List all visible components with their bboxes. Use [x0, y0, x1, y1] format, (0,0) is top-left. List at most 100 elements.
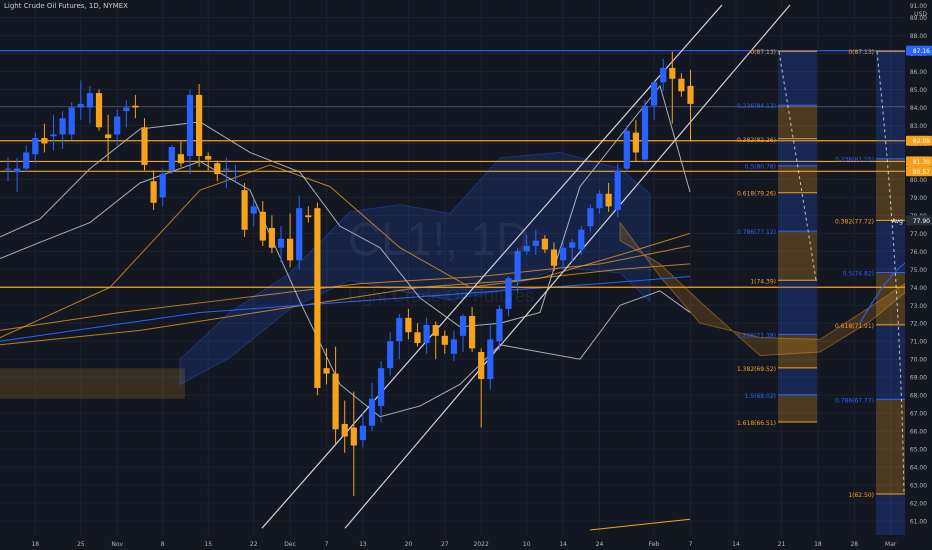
y-tick-label: 63.00 — [910, 483, 927, 490]
candle — [414, 323, 421, 347]
projection-path-left — [778, 51, 817, 281]
candle — [287, 213, 294, 268]
candle-body — [4, 168, 12, 170]
candle-body — [123, 107, 130, 112]
candle-body — [678, 78, 685, 92]
candle-body — [368, 398, 376, 426]
candle-body — [232, 170, 239, 172]
y-tick-label: 66.00 — [910, 429, 927, 436]
fib-zone-right — [876, 220, 906, 273]
candle — [168, 145, 175, 175]
candle — [496, 305, 503, 351]
x-tick-label: 7 — [689, 541, 693, 548]
candle-body — [277, 238, 285, 248]
candle-body — [414, 332, 421, 344]
candle — [687, 69, 694, 142]
candle — [114, 109, 121, 146]
fib-zone-left — [778, 192, 817, 232]
candle — [68, 102, 75, 140]
candle-body — [514, 251, 521, 281]
fib-zone-right-extension — [876, 494, 906, 535]
fib-label-left: 1.5(68.02) — [745, 393, 776, 400]
fib-label-left: 0.5(80.76) — [745, 164, 776, 171]
candle — [268, 215, 275, 254]
y-tick-label: 73.00 — [910, 303, 927, 310]
candle — [196, 84, 203, 167]
candle-body — [114, 116, 121, 135]
candle — [368, 382, 376, 432]
candle-body — [314, 208, 321, 388]
fib-label-left: 0.382(82.26) — [737, 137, 776, 144]
candle — [250, 199, 257, 227]
candle — [232, 165, 239, 183]
x-tick-label: 14 — [732, 541, 740, 548]
candle-body — [632, 132, 639, 153]
candle-body — [332, 373, 339, 430]
candle — [478, 348, 485, 428]
price-axis-background — [905, 0, 932, 550]
candle-body — [641, 105, 649, 160]
candle — [569, 238, 576, 263]
candle-body — [587, 208, 594, 227]
x-tick-label: Dec — [284, 541, 296, 548]
candle-body — [105, 134, 112, 139]
x-tick-label: 13 — [359, 541, 367, 548]
fib-zone-left — [778, 231, 817, 281]
y-tick-label: 80.00 — [910, 177, 927, 184]
candle-body — [623, 130, 630, 169]
y-tick-label: 79.00 — [910, 195, 927, 202]
candle-body — [296, 208, 303, 261]
candle-body — [578, 229, 585, 250]
candle — [378, 360, 385, 423]
candle-body — [196, 94, 203, 157]
candle — [541, 235, 548, 254]
candle — [423, 317, 430, 354]
price-tag — [906, 215, 932, 226]
y-tick-label: 86.00 — [910, 69, 927, 76]
chart-title: Light Crude Oil Futures, 1D, NYMEX — [4, 2, 128, 10]
candle — [332, 346, 339, 444]
moving-average-line — [0, 245, 691, 331]
candle — [405, 308, 412, 340]
candle-body — [132, 105, 139, 108]
candle — [560, 242, 567, 270]
price-tag-label: 80.57 — [913, 169, 930, 176]
y-tick-label: 76.00 — [910, 249, 927, 256]
candle-body — [168, 147, 175, 171]
fib-zone-left — [778, 394, 817, 422]
candle-body — [268, 227, 275, 248]
candle-body — [405, 317, 412, 333]
candle-body — [159, 174, 166, 198]
fib-label-left: 0(87.13) — [750, 49, 776, 56]
candle — [532, 229, 539, 255]
fib-label-right: 0.382(77.72) — [835, 218, 874, 225]
fib-label-left: 1.382(69.52) — [737, 366, 776, 373]
price-tag-label: 87.16 — [913, 48, 930, 55]
price-tag — [906, 156, 932, 167]
candle — [578, 226, 585, 255]
candle-body — [186, 94, 194, 157]
fib-label-right: 0(87.13) — [848, 49, 874, 56]
candle — [669, 51, 676, 124]
x-tick-label: Feb — [649, 541, 660, 548]
candle — [396, 314, 403, 360]
fib-label-left: 1(74.39) — [750, 278, 776, 285]
projection-curve-blue — [859, 261, 907, 324]
candle — [150, 170, 157, 210]
y-tick-label: 67.00 — [910, 411, 927, 418]
fib-label-right: 1(62.50) — [848, 492, 874, 499]
candle — [123, 100, 130, 128]
fib-label-left: 0.618(79.26) — [737, 191, 776, 198]
candle — [314, 202, 321, 396]
fib-label-left: 0.236(84.13) — [737, 103, 776, 110]
candle-body — [651, 82, 658, 106]
candle-body — [259, 211, 266, 241]
candle-body — [596, 193, 603, 209]
candle — [32, 132, 39, 164]
y-tick-label: 64.00 — [910, 465, 927, 472]
price-tag — [906, 166, 932, 177]
candle — [50, 114, 57, 151]
candle-body — [77, 103, 84, 108]
x-tick-label: 28 — [850, 541, 858, 548]
